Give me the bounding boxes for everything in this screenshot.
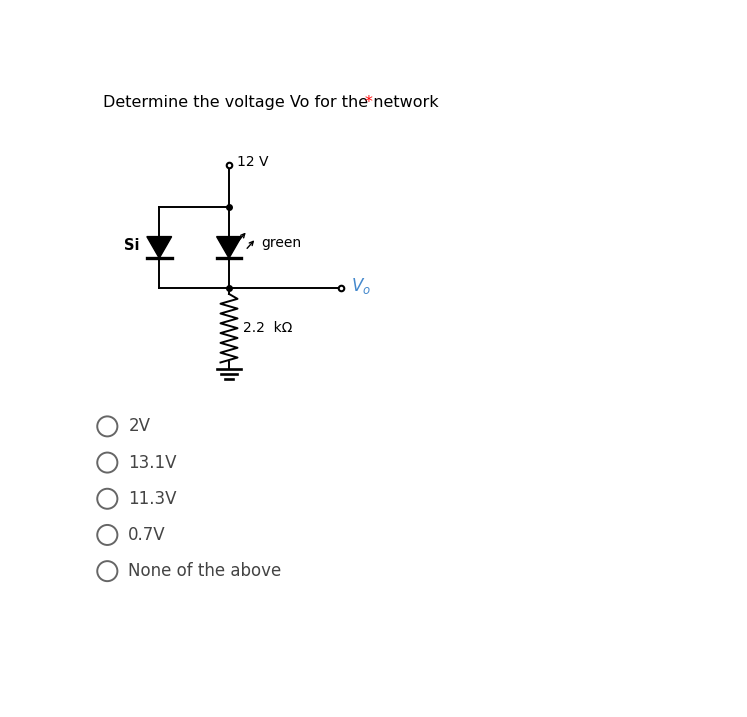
Polygon shape	[217, 237, 241, 258]
Text: 2V: 2V	[128, 417, 150, 435]
Text: 12 V: 12 V	[237, 156, 268, 169]
Text: 0.7V: 0.7V	[128, 526, 166, 544]
Text: 13.1V: 13.1V	[128, 454, 177, 472]
Text: 2.2  kΩ: 2.2 kΩ	[243, 321, 292, 336]
Text: Si: Si	[124, 238, 140, 253]
Text: green: green	[261, 236, 302, 250]
Text: Determine the voltage Vo for the network: Determine the voltage Vo for the network	[102, 95, 438, 110]
Text: 11.3V: 11.3V	[128, 490, 177, 508]
Text: $V_o$: $V_o$	[351, 276, 371, 296]
Text: None of the above: None of the above	[128, 562, 282, 580]
Text: *: *	[365, 95, 373, 110]
Polygon shape	[147, 237, 172, 258]
